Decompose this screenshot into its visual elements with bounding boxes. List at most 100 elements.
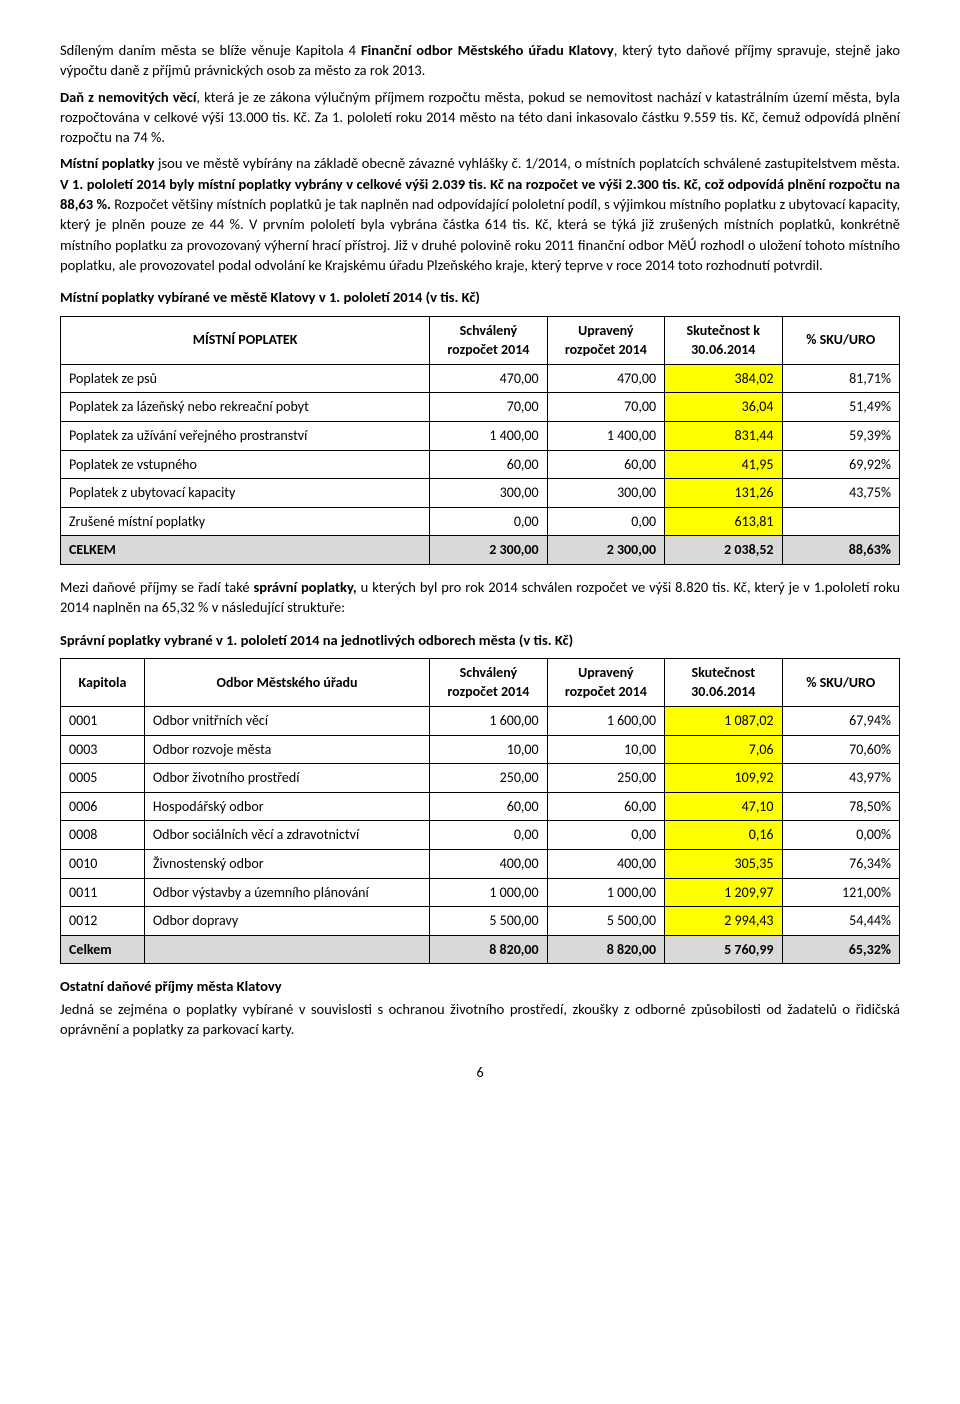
t2-r2-pct: 43,97% — [782, 764, 899, 793]
table-row: 0008 Odbor sociálních věcí a zdravotnict… — [61, 821, 900, 850]
table-row: Poplatek ze vstupného 60,00 60,00 41,95 … — [61, 450, 900, 479]
t2-r0-pct: 67,94% — [782, 706, 899, 735]
t2-r6-pct: 121,00% — [782, 878, 899, 907]
t2-r4-c1: 0,00 — [430, 821, 547, 850]
table-row: 0001 Odbor vnitřních věcí 1 600,00 1 600… — [61, 706, 900, 735]
t2-r4-c2: 0,00 — [547, 821, 664, 850]
t1-r0-pct: 81,71% — [782, 364, 899, 393]
t1-r5-c1: 0,00 — [430, 507, 547, 536]
t2-r6-c2: 1 000,00 — [547, 878, 664, 907]
t2-r0-c1: 1 600,00 — [430, 706, 547, 735]
t1-tot-c3: 2 038,52 — [665, 536, 782, 565]
t1-r4-hl: 131,26 — [665, 479, 782, 508]
t2-r7-label: Odbor dopravy — [144, 907, 429, 936]
t1-h1: Schválený rozpočet 2014 — [430, 316, 547, 364]
t2-r1-c1: 10,00 — [430, 735, 547, 764]
p3-mid1: jsou ve městě vybírány na základě obecně… — [155, 154, 900, 172]
p3-bold1: Místní poplatky — [60, 154, 155, 172]
t2-r1-pct: 70,60% — [782, 735, 899, 764]
ostatni-body: Jedná se zejména o poplatky vybírané v s… — [60, 999, 900, 1040]
t1-r1-c1: 70,00 — [430, 393, 547, 422]
table-row: 0011 Odbor výstavby a územního plánování… — [61, 878, 900, 907]
t2-r2-c2: 250,00 — [547, 764, 664, 793]
page-number: 6 — [60, 1063, 900, 1083]
t2-r4-pct: 0,00% — [782, 821, 899, 850]
t2-r7-hl: 2 994,43 — [665, 907, 782, 936]
t1-r5-label: Zrušené místní poplatky — [61, 507, 430, 536]
t2-h2: Schválený rozpočet 2014 — [430, 658, 547, 706]
t1-r0-c1: 470,00 — [430, 364, 547, 393]
t1-tot-c2: 2 300,00 — [547, 536, 664, 565]
t1-r1-pct: 51,49% — [782, 393, 899, 422]
t2-r3-hl: 47,10 — [665, 792, 782, 821]
table2-title: Správní poplatky vybrané v 1. pololetí 2… — [60, 630, 900, 650]
table-row: Poplatek za lázeňský nebo rekreační poby… — [61, 393, 900, 422]
ostatni-heading: Ostatní daňové příjmy města Klatovy — [60, 976, 900, 996]
t2-r3-label: Hospodářský odbor — [144, 792, 429, 821]
t1-tot-c1: 2 300,00 — [430, 536, 547, 565]
paragraph-1: Sdíleným daním města se blíže věnuje Kap… — [60, 40, 900, 81]
t1-r3-label: Poplatek ze vstupného — [61, 450, 430, 479]
t1-r3-c1: 60,00 — [430, 450, 547, 479]
t2-r2-k: 0005 — [61, 764, 145, 793]
p2-bold: Daň z nemovitých věcí — [60, 88, 196, 106]
t1-r5-hl: 613,81 — [665, 507, 782, 536]
t2-r4-k: 0008 — [61, 821, 145, 850]
t2-r3-k: 0006 — [61, 792, 145, 821]
t1-h2: Upravený rozpočet 2014 — [547, 316, 664, 364]
t1-r2-c2: 1 400,00 — [547, 421, 664, 450]
t2-h5: % SKU/URO — [782, 658, 899, 706]
table-mistni-poplatky: MÍSTNÍ POPLATEK Schválený rozpočet 2014 … — [60, 316, 900, 565]
t2-h3: Upravený rozpočet 2014 — [547, 658, 664, 706]
t2-r3-c2: 60,00 — [547, 792, 664, 821]
t2-r3-c1: 60,00 — [430, 792, 547, 821]
t2-r4-hl: 0,16 — [665, 821, 782, 850]
t2-r5-pct: 76,34% — [782, 849, 899, 878]
t2-r7-c1: 5 500,00 — [430, 907, 547, 936]
t1-r0-c2: 470,00 — [547, 364, 664, 393]
t1-h3: Skutečnost k 30.06.2014 — [665, 316, 782, 364]
table-row: 0012 Odbor dopravy 5 500,00 5 500,00 2 9… — [61, 907, 900, 936]
table-row: Zrušené místní poplatky 0,00 0,00 613,81 — [61, 507, 900, 536]
p4-bold: správní poplatky, — [254, 578, 357, 596]
p3-rest: Rozpočet většiny místních poplatků je ta… — [60, 195, 900, 274]
table-row: Poplatek z ubytovací kapacity 300,00 300… — [61, 479, 900, 508]
t2-tot-c2: 8 820,00 — [547, 935, 664, 964]
t2-r5-label: Živnostenský odbor — [144, 849, 429, 878]
table-row: Poplatek za užívání veřejného prostranst… — [61, 421, 900, 450]
t2-r0-label: Odbor vnitřních věcí — [144, 706, 429, 735]
t2-r2-c1: 250,00 — [430, 764, 547, 793]
table-row: 0010 Živnostenský odbor 400,00 400,00 30… — [61, 849, 900, 878]
t2-r0-hl: 1 087,02 — [665, 706, 782, 735]
paragraph-3: Místní poplatky jsou ve městě vybírány n… — [60, 153, 900, 275]
t2-r1-label: Odbor rozvoje města — [144, 735, 429, 764]
t2-tot-k: Celkem — [61, 935, 145, 964]
t1-r2-pct: 59,39% — [782, 421, 899, 450]
t2-r2-label: Odbor životního prostředí — [144, 764, 429, 793]
t2-r7-c2: 5 500,00 — [547, 907, 664, 936]
t2-r1-k: 0003 — [61, 735, 145, 764]
table1-title: Místní poplatky vybírané ve městě Klatov… — [60, 287, 900, 307]
t1-h4: % SKU/URO — [782, 316, 899, 364]
t2-tot-pct: 65,32% — [782, 935, 899, 964]
t1-r2-label: Poplatek za užívání veřejného prostranst… — [61, 421, 430, 450]
t2-r5-c2: 400,00 — [547, 849, 664, 878]
table1-header-row: MÍSTNÍ POPLATEK Schválený rozpočet 2014 … — [61, 316, 900, 364]
t1-r5-c2: 0,00 — [547, 507, 664, 536]
table-row: 0003 Odbor rozvoje města 10,00 10,00 7,0… — [61, 735, 900, 764]
t1-r4-label: Poplatek z ubytovací kapacity — [61, 479, 430, 508]
t1-r4-pct: 43,75% — [782, 479, 899, 508]
t2-r2-hl: 109,92 — [665, 764, 782, 793]
table-spravni-poplatky: Kapitola Odbor Městského úřadu Schválený… — [60, 658, 900, 965]
p1-bold: Finanční odbor Městského úřadu Klatovy — [361, 41, 614, 59]
t2-r6-label: Odbor výstavby a územního plánování — [144, 878, 429, 907]
t1-r0-label: Poplatek ze psů — [61, 364, 430, 393]
t2-r6-hl: 1 209,97 — [665, 878, 782, 907]
t1-r2-c1: 1 400,00 — [430, 421, 547, 450]
table2-total-row: Celkem 8 820,00 8 820,00 5 760,99 65,32% — [61, 935, 900, 964]
t1-r4-c1: 300,00 — [430, 479, 547, 508]
paragraph-4: Mezi daňové příjmy se řadí také správní … — [60, 577, 900, 618]
table2-header-row: Kapitola Odbor Městského úřadu Schválený… — [61, 658, 900, 706]
table-row: 0005 Odbor životního prostředí 250,00 25… — [61, 764, 900, 793]
t2-r1-hl: 7,06 — [665, 735, 782, 764]
